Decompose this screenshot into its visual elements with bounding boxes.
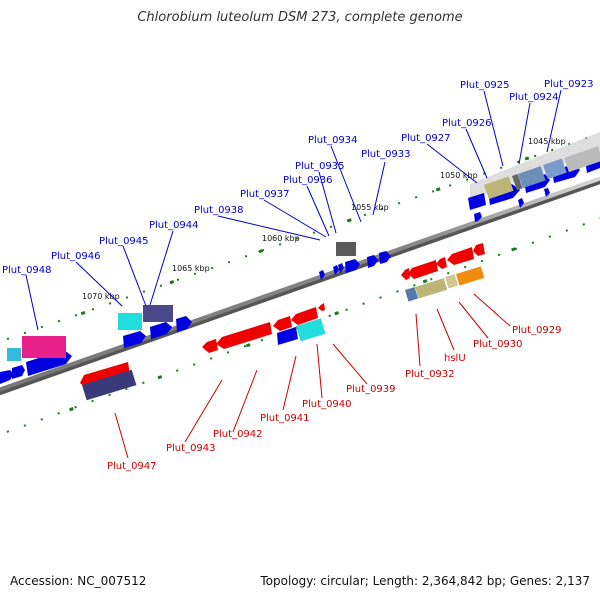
gene-feature[interactable] [7,348,21,361]
gene-label-plut-0939[interactable]: Plut_0939 [346,384,396,395]
gene-feature[interactable] [408,260,438,279]
gene-label-plut-0923[interactable]: Plut_0923 [544,79,594,90]
gene-feature[interactable] [338,263,344,273]
gene-feature[interactable] [176,316,192,332]
gene-label-plut-0934[interactable]: Plut_0934 [308,135,358,146]
gene-feature[interactable] [484,176,514,200]
gene-label-plut-0945[interactable]: Plut_0945 [99,236,149,247]
gene-feature[interactable] [414,278,448,299]
gene-label-plut-0948[interactable]: Plut_0948 [2,265,52,276]
gene-feature[interactable] [405,287,419,302]
ruler-reverse [0,216,600,437]
gene-feature[interactable] [518,166,546,189]
gene-feature[interactable] [436,257,447,269]
gene-label-plut-0936[interactable]: Plut_0936 [283,175,333,186]
gene-feature[interactable] [123,331,146,348]
gene-feature[interactable] [518,198,524,208]
ruler-label-1070: 1070 kbp [82,292,120,301]
ruler-label-1065: 1065 kbp [172,264,210,273]
gene-feature[interactable] [291,307,318,325]
gene-feature[interactable] [468,193,486,210]
gene-label-plut-0925[interactable]: Plut_0925 [460,80,510,91]
gene-feature[interactable] [319,270,325,280]
gene-feature[interactable] [277,327,298,345]
gene-feature[interactable] [447,247,474,265]
gene-label-plut-0942[interactable]: Plut_0942 [213,429,263,440]
gene-feature[interactable] [512,174,523,191]
forward-leaders [25,89,562,331]
gene-label-plut-0947[interactable]: Plut_0947 [107,461,157,472]
ruler-label-1050: 1050 kbp [440,171,478,180]
gene-feature[interactable] [563,146,600,173]
gene-feature[interactable] [118,313,142,330]
ruler-label-1060: 1060 kbp [262,234,300,243]
gene-label-plut-0924[interactable]: Plut_0924 [509,92,559,103]
gene-feature[interactable] [80,362,130,388]
gene-feature[interactable] [333,265,339,275]
gene-feature[interactable] [473,243,485,256]
ruler-label-1055: 1055 kbp [351,203,389,212]
gene-label-plut-0943[interactable]: Plut_0943 [166,443,216,454]
gene-feature[interactable] [0,370,14,384]
gene-feature[interactable] [202,339,218,353]
reverse-features [80,243,485,401]
gene-label-hslu[interactable]: hslU [444,353,466,364]
gene-label-plut-0929[interactable]: Plut_0929 [512,325,562,336]
gene-feature[interactable] [318,303,325,311]
gene-feature[interactable] [445,274,459,289]
genome-backbone [0,176,600,396]
gene-label-plut-0935[interactable]: Plut_0935 [295,161,345,172]
gene-feature[interactable] [367,255,378,268]
gene-feature[interactable] [336,242,356,256]
gene-feature[interactable] [544,188,550,197]
reverse-leaders [114,293,511,459]
gene-label-plut-0944[interactable]: Plut_0944 [149,220,199,231]
genome-summary-text: Topology: circular; Length: 2,364,842 bp… [260,574,590,588]
ruler-forward [0,131,600,344]
forward-features [0,146,600,384]
ruler-label-1045: 1045 kbp [528,137,566,146]
accession-text: Accession: NC_007512 [10,574,147,588]
gene-feature[interactable] [455,266,485,286]
gene-feature[interactable] [216,322,272,349]
gene-label-plut-0932[interactable]: Plut_0932 [405,369,455,380]
gene-feature[interactable] [150,322,172,339]
gene-feature[interactable] [543,158,567,180]
gene-label-plut-0933[interactable]: Plut_0933 [361,149,411,160]
gene-feature[interactable] [82,369,137,401]
gene-feature[interactable] [22,336,66,358]
gene-feature[interactable] [143,305,173,322]
gene-feature[interactable] [379,251,391,264]
gene-label-plut-0927[interactable]: Plut_0927 [401,133,451,144]
gene-feature[interactable] [401,268,410,280]
gene-label-plut-0941[interactable]: Plut_0941 [260,413,310,424]
gene-label-plut-0940[interactable]: Plut_0940 [302,399,352,410]
gene-label-plut-0930[interactable]: Plut_0930 [473,339,523,350]
gene-feature[interactable] [345,259,360,273]
gene-label-plut-0946[interactable]: Plut_0946 [51,251,101,262]
gene-feature[interactable] [273,316,292,331]
gene-feature[interactable] [296,318,326,342]
map-title: Chlorobium luteolum DSM 273, complete ge… [137,10,463,25]
gene-feature[interactable] [474,212,482,222]
gene-label-plut-0938[interactable]: Plut_0938 [194,205,244,216]
gene-label-plut-0926[interactable]: Plut_0926 [442,118,492,129]
gene-feature[interactable] [12,365,25,379]
gene-label-plut-0937[interactable]: Plut_0937 [240,189,290,200]
